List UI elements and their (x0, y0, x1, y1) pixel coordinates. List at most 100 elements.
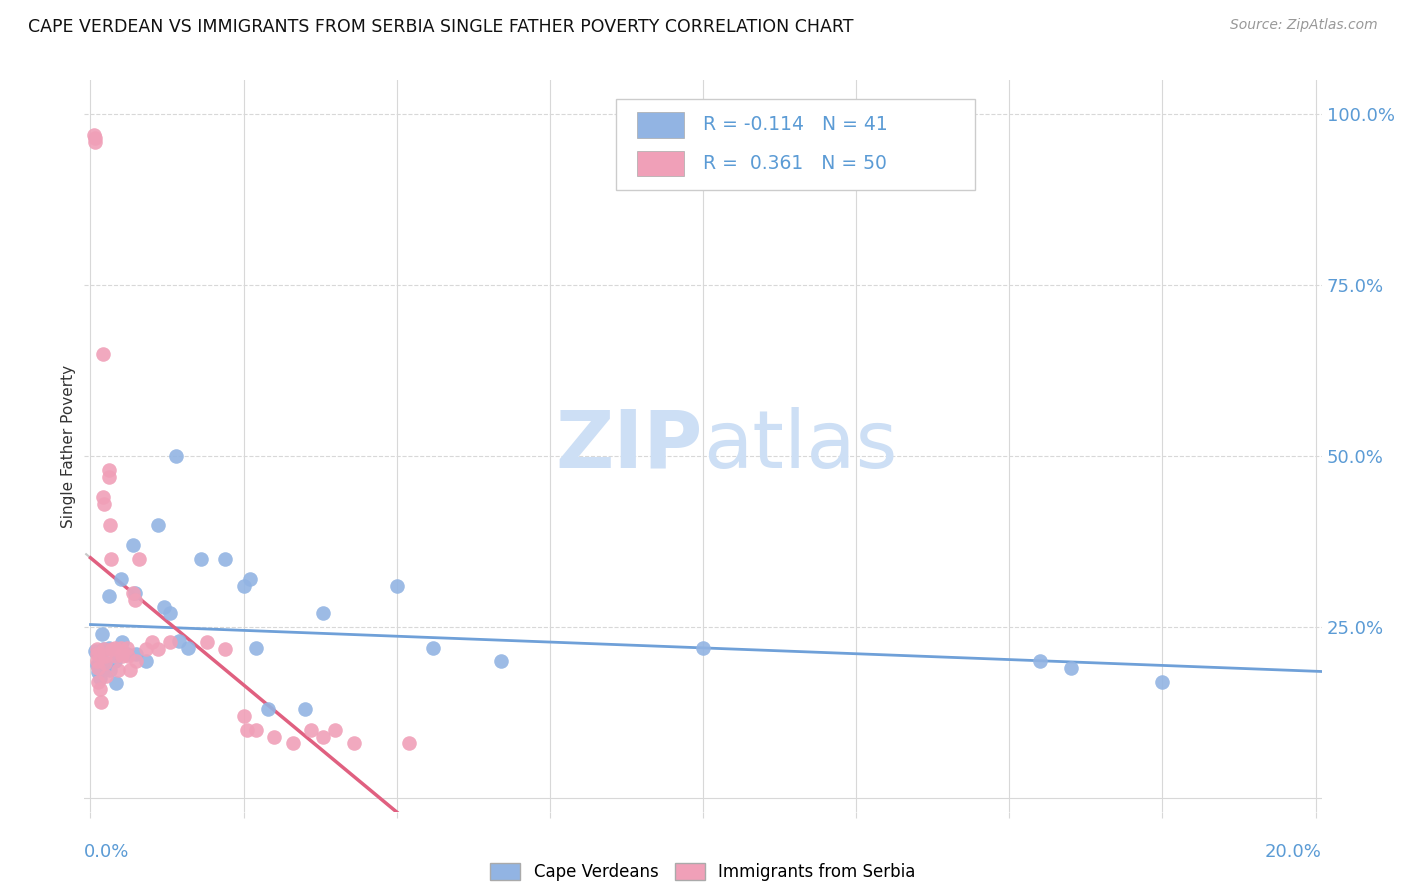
Point (94, 656, 117, 670)
Point (124, 586, 146, 600)
Text: R = -0.114   N = 41: R = -0.114 N = 41 (703, 115, 887, 135)
Point (104, 654, 127, 668)
Text: R =  0.361   N = 50: R = 0.361 N = 50 (703, 154, 887, 173)
Point (232, 709, 254, 723)
Point (239, 572, 262, 586)
Point (257, 702, 280, 716)
Point (86, 657, 108, 672)
Point (89, 681, 111, 696)
Point (489, 654, 512, 668)
Point (125, 654, 148, 668)
Point (245, 640, 267, 655)
Point (86, 654, 108, 668)
Point (281, 736, 304, 750)
Point (177, 640, 200, 655)
Point (422, 640, 444, 655)
Point (83, 128, 105, 142)
Point (263, 730, 285, 744)
Point (104, 640, 127, 655)
Point (128, 551, 150, 566)
Point (117, 648, 139, 663)
Point (87, 661, 110, 675)
Point (83, 131, 105, 145)
Point (110, 572, 132, 586)
Point (100, 551, 122, 566)
Point (125, 648, 148, 662)
Point (120, 663, 142, 677)
Point (107, 663, 129, 677)
Point (98, 469, 121, 483)
Point (101, 642, 124, 657)
Point (343, 736, 366, 750)
Point (159, 607, 181, 621)
Point (1152, 674, 1174, 689)
Point (190, 551, 212, 566)
Point (98, 663, 121, 677)
Point (312, 607, 335, 621)
Point (146, 642, 169, 657)
FancyBboxPatch shape (637, 112, 685, 137)
Point (232, 579, 254, 593)
Point (325, 723, 347, 737)
Point (385, 579, 408, 593)
Point (105, 648, 128, 663)
Point (692, 640, 714, 655)
Point (115, 648, 138, 662)
Point (294, 702, 316, 716)
Point (115, 640, 138, 655)
Point (122, 538, 145, 552)
Point (93, 661, 115, 675)
Point (90, 695, 112, 709)
Point (94, 669, 117, 683)
Point (299, 723, 322, 737)
Point (169, 633, 191, 648)
Legend: Cape Verdeans, Immigrants from Serbia: Cape Verdeans, Immigrants from Serbia (484, 856, 922, 888)
Point (398, 736, 420, 750)
Y-axis label: Single Father Poverty: Single Father Poverty (60, 365, 76, 527)
FancyBboxPatch shape (637, 151, 685, 177)
Point (98, 517, 121, 532)
Point (93, 642, 115, 657)
Point (91, 490, 114, 504)
Point (84, 135, 107, 149)
Point (135, 654, 157, 668)
Point (214, 551, 236, 566)
Text: 20.0%: 20.0% (1265, 843, 1322, 861)
Point (159, 635, 181, 649)
Text: Source: ZipAtlas.com: Source: ZipAtlas.com (1230, 18, 1378, 32)
Point (1059, 661, 1081, 675)
Point (105, 676, 128, 690)
Point (97, 640, 120, 655)
Point (135, 642, 157, 657)
Point (93, 497, 115, 511)
Point (146, 517, 169, 532)
Point (245, 723, 267, 737)
Point (111, 648, 134, 663)
Point (165, 449, 187, 463)
Point (97, 463, 120, 477)
FancyBboxPatch shape (616, 99, 976, 190)
Point (87, 674, 110, 689)
Point (97, 590, 120, 604)
Point (91, 347, 114, 361)
Point (87, 665, 110, 679)
Point (111, 635, 134, 649)
Point (93, 648, 115, 663)
Point (86, 642, 108, 657)
Point (84, 644, 107, 658)
Point (214, 642, 236, 657)
Point (110, 640, 132, 655)
Point (91, 642, 114, 657)
Point (312, 730, 335, 744)
Point (90, 627, 112, 641)
Point (1029, 654, 1052, 668)
Text: CAPE VERDEAN VS IMMIGRANTS FROM SERBIA SINGLE FATHER POVERTY CORRELATION CHART: CAPE VERDEAN VS IMMIGRANTS FROM SERBIA S… (28, 18, 853, 36)
Point (122, 586, 145, 600)
Point (124, 592, 146, 607)
Point (235, 723, 257, 737)
Point (141, 635, 163, 649)
Text: ZIP: ZIP (555, 407, 703, 485)
Point (86, 648, 108, 662)
Text: 0.0%: 0.0% (84, 843, 129, 861)
Point (91, 654, 114, 668)
